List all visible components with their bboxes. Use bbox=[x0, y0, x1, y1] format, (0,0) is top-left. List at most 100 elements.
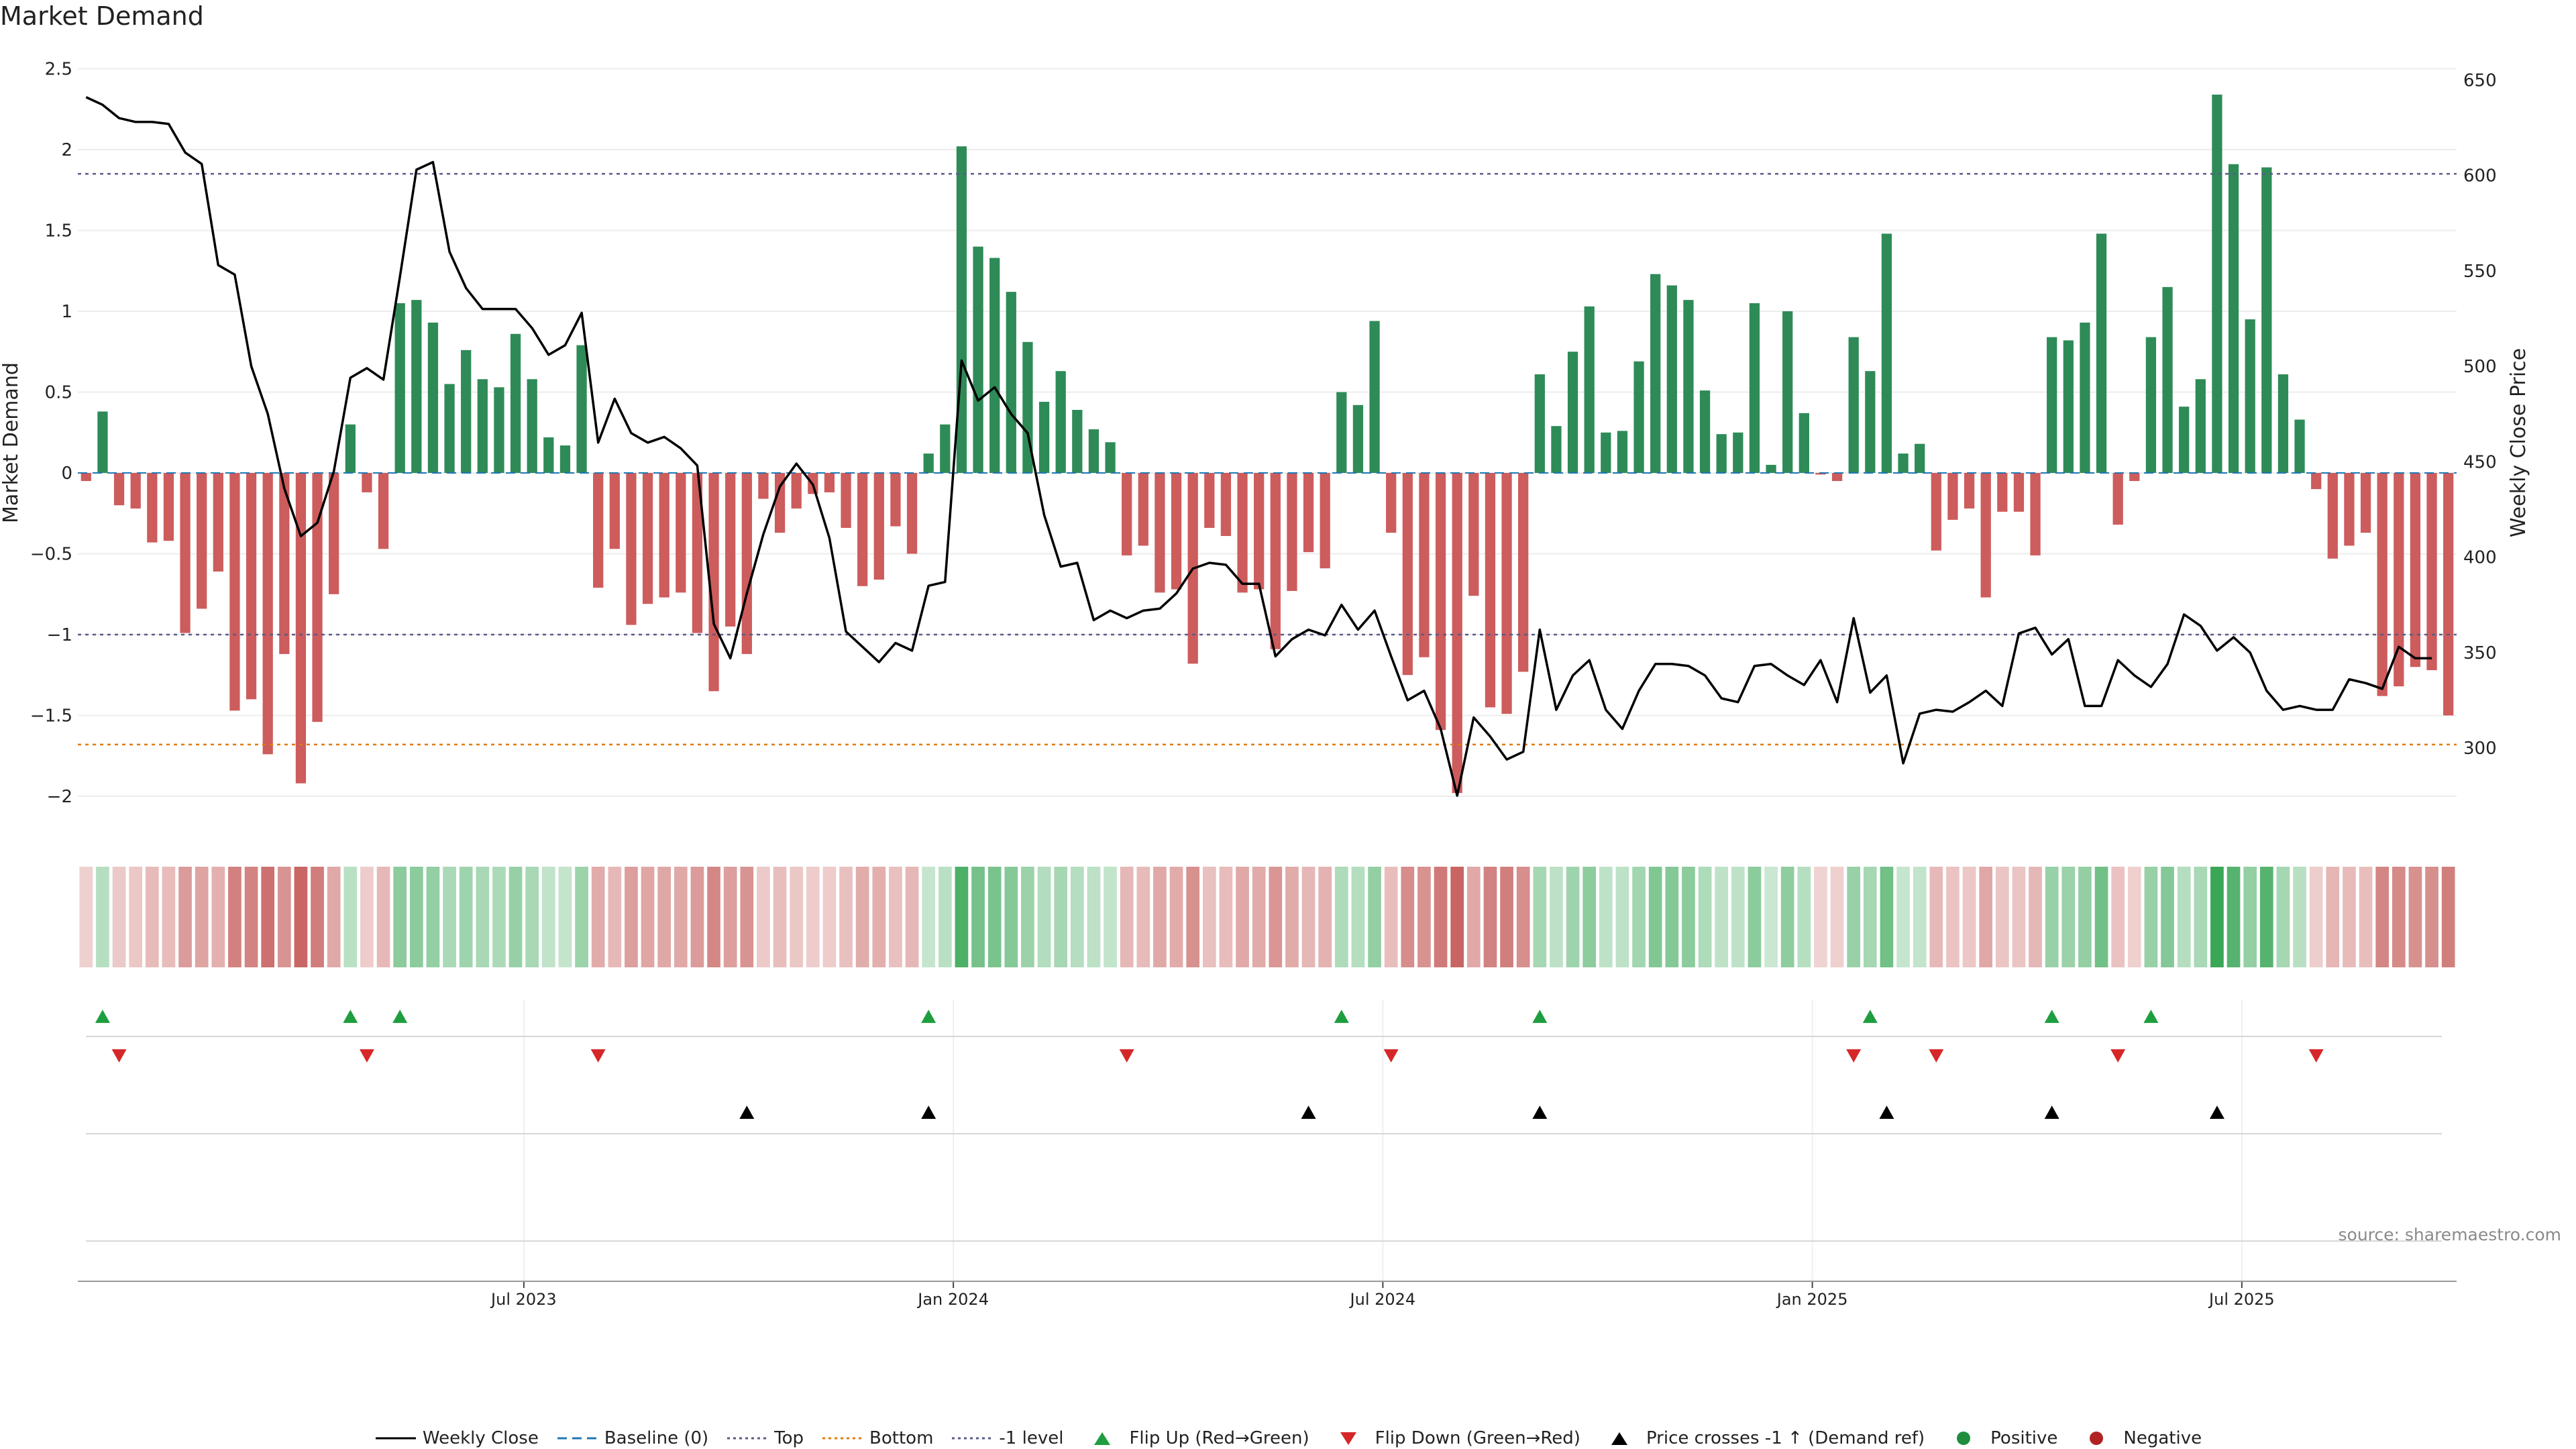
strip-cell bbox=[1665, 867, 1679, 967]
demand-bar bbox=[2145, 337, 2157, 473]
flip-down-marker bbox=[1846, 1049, 1862, 1063]
demand-bar bbox=[1964, 473, 1975, 509]
legend-symbol bbox=[952, 1437, 993, 1440]
strip-cell bbox=[277, 867, 291, 967]
strip-cell bbox=[1384, 867, 1398, 967]
strip-cell bbox=[96, 867, 109, 967]
legend-item-weekly_close: Weekly Close bbox=[374, 1428, 539, 1448]
demand-bar bbox=[1138, 473, 1148, 546]
demand-bar bbox=[1601, 432, 1611, 473]
strip-cell bbox=[773, 867, 787, 967]
grid-layer bbox=[78, 68, 2457, 1281]
strip-cell bbox=[476, 867, 490, 967]
flip-up-marker bbox=[392, 1010, 408, 1023]
legend-label: Flip Up (Red→Green) bbox=[1129, 1428, 1309, 1448]
flip-up-marker bbox=[2044, 1010, 2059, 1023]
demand-bar bbox=[80, 473, 91, 482]
flip-up-marker bbox=[1334, 1010, 1349, 1023]
demand-bar bbox=[1369, 321, 1380, 473]
strip-cell bbox=[2441, 867, 2455, 967]
strip-cell bbox=[2210, 867, 2224, 967]
demand-bar bbox=[1831, 473, 1843, 482]
demand-bar bbox=[1155, 473, 1165, 593]
demand-bar bbox=[2377, 473, 2387, 696]
strip-cell bbox=[1698, 867, 1712, 967]
strip-cell bbox=[360, 867, 374, 967]
strip-cell bbox=[211, 867, 225, 967]
demand-bar bbox=[1898, 453, 1909, 473]
demand-bar bbox=[1518, 473, 1529, 672]
demand-bar bbox=[1865, 371, 1876, 473]
flip-up-marker bbox=[921, 1010, 936, 1023]
strip-cell bbox=[2243, 867, 2257, 967]
demand-bar bbox=[2311, 473, 2322, 490]
demand-bar bbox=[229, 473, 240, 711]
strip-cell bbox=[822, 867, 837, 967]
strip-cell bbox=[311, 867, 324, 967]
demand-bar bbox=[543, 437, 554, 473]
strip-cell bbox=[2343, 867, 2356, 967]
strip-cell bbox=[1087, 867, 1101, 967]
strip-cell bbox=[1450, 867, 1464, 967]
strip-cell bbox=[1929, 867, 1943, 967]
demand-bars bbox=[80, 95, 2454, 794]
y-right-tick-label: 650 bbox=[2463, 70, 2497, 91]
strip-cell bbox=[2359, 867, 2373, 967]
demand-bar bbox=[1683, 300, 1694, 473]
demand-bar bbox=[411, 300, 422, 473]
demand-bar bbox=[1419, 473, 1430, 657]
y-left-tick-label: 0.5 bbox=[45, 383, 72, 403]
demand-bar bbox=[345, 424, 356, 473]
strip-cell bbox=[1599, 867, 1613, 967]
strip-cell bbox=[938, 867, 952, 967]
reference-lines bbox=[78, 172, 2457, 746]
demand-bar bbox=[2112, 473, 2123, 525]
demand-bar bbox=[2080, 322, 2090, 473]
demand-bar bbox=[1485, 473, 1496, 708]
event-rows bbox=[86, 1010, 2442, 1242]
demand-bar bbox=[2063, 340, 2074, 473]
price-cross-marker bbox=[739, 1106, 755, 1119]
demand-bar bbox=[1848, 337, 1859, 473]
y-right-tick-label: 350 bbox=[2463, 643, 2497, 663]
strip-cell bbox=[1136, 867, 1150, 967]
strip-cell bbox=[558, 867, 572, 967]
demand-bar bbox=[1980, 473, 1991, 598]
flip-down-marker bbox=[359, 1049, 374, 1063]
strip-cell bbox=[1946, 867, 1960, 967]
demand-bar bbox=[1254, 473, 1265, 590]
strip-cell bbox=[1434, 867, 1448, 967]
strip-cell bbox=[839, 867, 853, 967]
strip-cell bbox=[112, 867, 126, 967]
strip-cell bbox=[261, 867, 275, 967]
demand-bar bbox=[2096, 233, 2107, 473]
strip-cell bbox=[905, 867, 919, 967]
strip-cell bbox=[1780, 867, 1794, 967]
strip-cell bbox=[1731, 867, 1745, 967]
strip-cell bbox=[426, 867, 440, 967]
strip-cell bbox=[2029, 867, 2042, 967]
strip-cell bbox=[1417, 867, 1431, 967]
demand-bar bbox=[2426, 473, 2437, 671]
demand-bar bbox=[2030, 473, 2041, 555]
demand-bar bbox=[2013, 473, 2025, 512]
strip-cell bbox=[1054, 867, 1068, 967]
demand-bar bbox=[940, 424, 951, 473]
demand-bar bbox=[477, 379, 488, 473]
strip-cell bbox=[1814, 867, 1827, 967]
strip-cell bbox=[1466, 867, 1481, 967]
demand-bar bbox=[1055, 371, 1066, 473]
legend-item-negative: Negative bbox=[2075, 1428, 2202, 1448]
demand-bar bbox=[1666, 285, 1677, 473]
demand-bar bbox=[2443, 473, 2454, 716]
flip-down-marker bbox=[111, 1049, 127, 1063]
strip-cell bbox=[1615, 867, 1629, 967]
strip-cell bbox=[1863, 867, 1877, 967]
legend-item-minus1: -1 level bbox=[951, 1428, 1063, 1448]
legend-symbol bbox=[727, 1437, 768, 1440]
strip-cell bbox=[228, 867, 241, 967]
demand-bar bbox=[527, 379, 537, 473]
weekly-close-line bbox=[85, 96, 2432, 797]
strip-cell bbox=[459, 867, 473, 967]
y-left-tick-label: 2 bbox=[61, 140, 72, 160]
